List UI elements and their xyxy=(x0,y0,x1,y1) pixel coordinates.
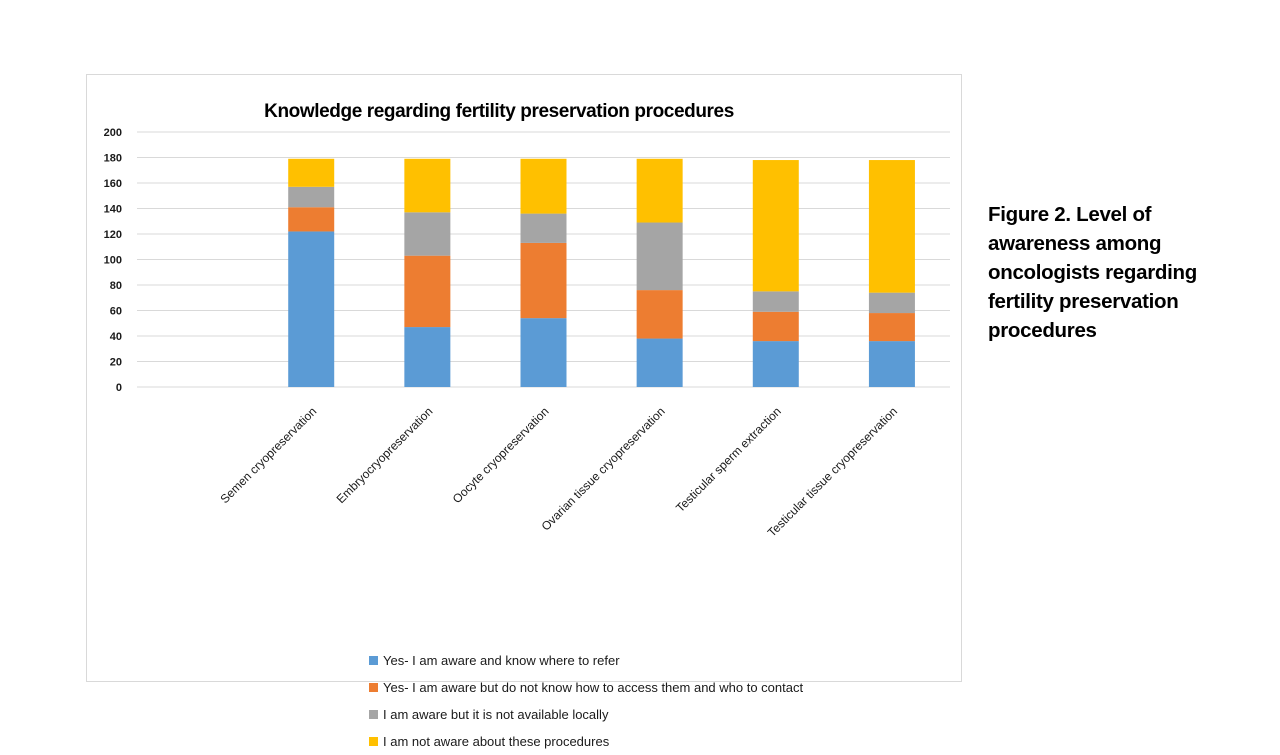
y-tick-label: 180 xyxy=(104,153,122,165)
x-category-label: Oocyte cryopreservation xyxy=(450,404,552,506)
bar-segment xyxy=(752,311,799,342)
y-tick-label: 160 xyxy=(104,178,122,190)
legend-item: I am aware but it is not available local… xyxy=(369,701,803,728)
legend-label: I am aware but it is not available local… xyxy=(383,707,609,722)
legend-item: Yes- I am aware but do not know how to a… xyxy=(369,674,803,701)
x-category-label: Testicular sperm extraction xyxy=(673,404,784,515)
bar-segment xyxy=(636,338,683,387)
bar-segment xyxy=(404,327,451,387)
y-tick-label: 80 xyxy=(110,280,122,292)
bar-segment xyxy=(404,158,451,213)
bar-segment xyxy=(404,212,451,256)
chart-title: Knowledge regarding fertility preservati… xyxy=(264,101,734,122)
bar-segment xyxy=(868,160,915,293)
legend-swatch xyxy=(369,710,378,719)
bar-segment xyxy=(752,291,799,312)
legend-label: Yes- I am aware and know where to refer xyxy=(383,653,620,668)
bar-segment xyxy=(868,313,915,342)
bar-segment xyxy=(636,290,683,339)
x-category-label: Semen cryopreservation xyxy=(217,404,319,506)
y-tick-label: 40 xyxy=(110,331,122,343)
legend-item: Yes- I am aware and know where to refer xyxy=(369,647,803,674)
x-category-label: Testicular tissue cryopreservation xyxy=(765,404,900,539)
bar-segment xyxy=(868,341,915,387)
bar-segment xyxy=(868,292,915,314)
legend: Yes- I am aware and know where to refer Y… xyxy=(369,647,803,755)
legend-label: I am not aware about these procedures xyxy=(383,734,610,749)
stacked-bar-chart: Knowledge regarding fertility preservati… xyxy=(104,101,950,540)
bar-segment xyxy=(288,158,335,187)
bar-segment xyxy=(752,160,799,292)
bar-segment xyxy=(404,255,451,328)
bar-segment xyxy=(520,318,567,387)
bar-segment xyxy=(288,186,335,208)
y-tick-label: 120 xyxy=(104,229,122,241)
bar-segment xyxy=(288,231,335,387)
bars xyxy=(288,158,915,387)
y-tick-label: 60 xyxy=(110,306,122,318)
y-tick-label: 0 xyxy=(116,382,122,394)
y-tick-label: 20 xyxy=(110,357,122,369)
figure-caption: Figure 2. Level of awareness among oncol… xyxy=(988,203,1197,342)
bar-segment xyxy=(520,213,567,243)
legend-swatch xyxy=(369,737,378,746)
x-axis-labels: Semen cryopreservation Embryocryopreserva… xyxy=(217,404,900,539)
bar-segment xyxy=(636,222,683,291)
bar-segment xyxy=(288,207,335,232)
x-category-label: Embryocryopreservation xyxy=(334,404,436,506)
bar-segment xyxy=(520,158,567,214)
y-tick-label: 140 xyxy=(104,204,122,216)
bar-segment xyxy=(520,242,567,319)
legend-item: I am not aware about these procedures xyxy=(369,728,803,755)
legend-swatch xyxy=(369,656,378,665)
y-tick-label: 200 xyxy=(104,127,122,139)
legend-label: Yes- I am aware but do not know how to a… xyxy=(383,680,804,695)
x-category-label: Ovarian tissue cryopreservation xyxy=(539,404,668,533)
bar-segment xyxy=(752,341,799,387)
bar-segment xyxy=(636,158,683,223)
legend-swatch xyxy=(369,683,378,692)
y-tick-label: 100 xyxy=(104,255,122,267)
chart-frame: Knowledge regarding fertility preservati… xyxy=(86,74,962,749)
y-axis-ticks: 0 20 40 60 80 100 120 140 160 180 200 xyxy=(104,127,122,394)
